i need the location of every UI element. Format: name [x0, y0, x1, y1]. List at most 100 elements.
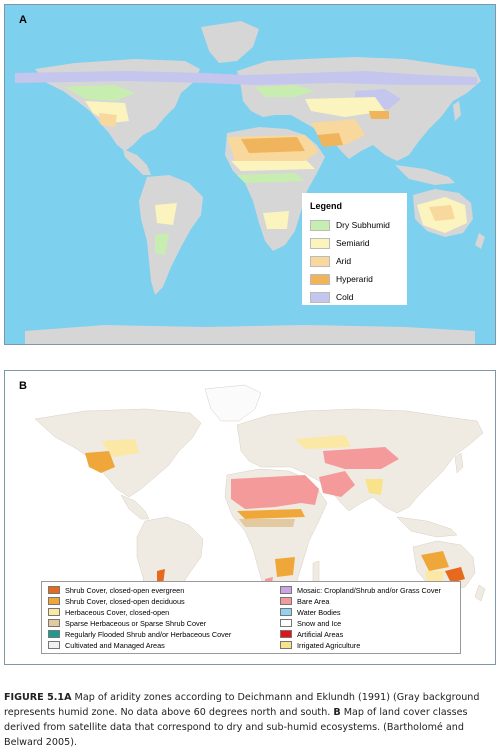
cover-shrub-australia: [421, 551, 449, 571]
zone-semiarid-north-america: [85, 101, 129, 123]
zone-arid-north-america: [99, 113, 117, 127]
zone-hyperarid-sahara: [241, 137, 305, 153]
legend-label: Shrub Cover, closed-open deciduous: [65, 596, 185, 606]
legend-swatch: [280, 608, 292, 616]
landmass-new-zealand: [474, 584, 486, 602]
legend-swatch: [280, 619, 292, 627]
land-cover-legend-item: Artificial Areas: [280, 629, 343, 639]
land-cover-legend-item: Regularly Flooded Shrub and/or Herbaceou…: [48, 629, 231, 639]
landmass-southeast-asia-islands: [396, 516, 458, 538]
caption-figure-number: FIGURE 5.1A: [4, 692, 72, 703]
cover-bare-arabia: [319, 471, 355, 497]
cover-irrigated-india: [365, 479, 383, 495]
legend-label: Semiarid: [336, 238, 370, 248]
legend-swatch: [310, 291, 330, 303]
legend-swatch: [48, 630, 60, 638]
cover-shrub-southern-africa: [275, 557, 295, 577]
legend-swatch: [280, 630, 292, 638]
landmass-antarctica: [25, 325, 475, 344]
land-cover-legend-item: Snow and Ice: [280, 618, 341, 628]
zone-arid-australia: [429, 205, 455, 221]
caption-b-marker: B: [333, 707, 341, 718]
zone-semiarid-central-asia: [305, 97, 385, 117]
cover-shrub-north-america: [85, 451, 115, 473]
land-cover-legend-item: Irrigated Agriculture: [280, 640, 360, 650]
zone-hyperarid-arabia: [317, 133, 343, 147]
land-cover-legend: Shrub Cover, closed-open evergreen Shrub…: [41, 581, 461, 654]
legend-label: Artificial Areas: [297, 629, 344, 639]
zone-semiarid-sahel: [231, 159, 315, 171]
aridity-world-map: [15, 21, 485, 344]
land-cover-legend-item: Sparse Herbaceous or Sparse Shrub Cover: [48, 618, 206, 628]
legend-swatch: [280, 641, 292, 649]
legend-label: Snow and Ice: [297, 618, 342, 628]
landmass-greenland: [204, 384, 262, 422]
legend-label: Arid: [336, 256, 352, 266]
legend-label: Mosaic: Cropland/Shrub and/or Grass Cove…: [297, 585, 441, 595]
aridity-map-panel: A: [4, 4, 496, 345]
caption-text-a: Map of aridity zones according to Deichm…: [4, 692, 480, 718]
legend-swatch: [310, 237, 330, 249]
legend-label: Herbaceous Cover, closed-open: [65, 607, 170, 617]
legend-label: Dry Subhumid: [336, 220, 390, 230]
zone-semiarid-south-america: [155, 203, 177, 225]
land-cover-legend-item: Shrub Cover, closed-open evergreen: [48, 585, 184, 595]
legend-label: Hyperarid: [336, 274, 373, 284]
legend-label: Cold: [336, 292, 354, 302]
cover-herbaceous-steppe: [295, 435, 351, 449]
land-cover-legend-item: Bare Area: [280, 596, 329, 606]
legend-label: Cultivated and Managed Areas: [65, 640, 165, 650]
figure-caption: FIGURE 5.1A Map of aridity zones accordi…: [4, 690, 496, 750]
cover-bare-sahara: [231, 475, 319, 509]
zone-dry-subhumid-africa: [237, 173, 305, 183]
land-cover-map-panel: B: [4, 370, 496, 665]
aridity-legend-item: Semiarid: [310, 237, 370, 249]
landmass-new-zealand: [475, 233, 485, 249]
caption-text-b: Map of land cover classes derived from s…: [4, 707, 468, 748]
legend-swatch: [48, 597, 60, 605]
land-cover-legend-item: Shrub Cover, closed-open deciduous: [48, 596, 185, 606]
legend-label: Regularly Flooded Shrub and/or Herbaceou…: [65, 629, 232, 639]
legend-swatch: [280, 586, 292, 594]
legend-label: Sparse Herbaceous or Sparse Shrub Cover: [65, 618, 207, 628]
legend-swatch: [48, 619, 60, 627]
legend-swatch: [48, 608, 60, 616]
zone-dry-subhumid-south-america: [155, 233, 169, 255]
zone-dry-subhumid-north-america: [65, 85, 135, 101]
legend-label: Water Bodies: [297, 607, 341, 617]
panel-a-label: A: [19, 14, 27, 26]
legend-swatch: [48, 586, 60, 594]
legend-swatch: [310, 273, 330, 285]
land-cover-legend-item: Mosaic: Cropland/Shrub and/or Grass Cove…: [280, 585, 441, 595]
cover-bare-central-asia: [323, 447, 399, 469]
land-cover-legend-item: Herbaceous Cover, closed-open: [48, 607, 169, 617]
landmass-greenland: [201, 21, 259, 63]
legend-swatch: [310, 255, 330, 267]
cover-shrub-sahel: [237, 509, 305, 519]
aridity-legend-title: Legend: [310, 201, 343, 211]
cover-shrub-evergreen-australia: [445, 567, 465, 583]
zone-hyperarid-taklamakan: [369, 111, 389, 119]
legend-label: Shrub Cover, closed-open evergreen: [65, 585, 185, 595]
landmass-central-america: [123, 149, 151, 175]
aridity-legend-item: Cold: [310, 291, 353, 303]
legend-swatch: [280, 597, 292, 605]
landmass-south-america: [139, 175, 203, 295]
land-cover-legend-item: Water Bodies: [280, 607, 341, 617]
panel-b-label: B: [19, 380, 27, 392]
legend-swatch: [310, 219, 330, 231]
landmass-southeast-asia-islands: [395, 165, 455, 185]
legend-swatch: [48, 641, 60, 649]
aridity-legend: Legend Dry Subhumid Semiarid Arid Hypera…: [302, 193, 407, 305]
aridity-legend-item: Arid: [310, 255, 351, 267]
aridity-legend-item: Dry Subhumid: [310, 219, 390, 231]
cover-herbaceous-great-plains: [101, 439, 139, 457]
landmass-central-america: [120, 494, 150, 520]
zone-cold: [15, 71, 477, 85]
land-cover-legend-item: Cultivated and Managed Areas: [48, 640, 165, 650]
landmass-japan: [453, 101, 461, 121]
cover-sparse-sahel: [239, 519, 295, 527]
zone-semiarid-southern-africa: [263, 211, 289, 229]
aridity-legend-item: Hyperarid: [310, 273, 373, 285]
legend-label: Irrigated Agriculture: [297, 640, 361, 650]
